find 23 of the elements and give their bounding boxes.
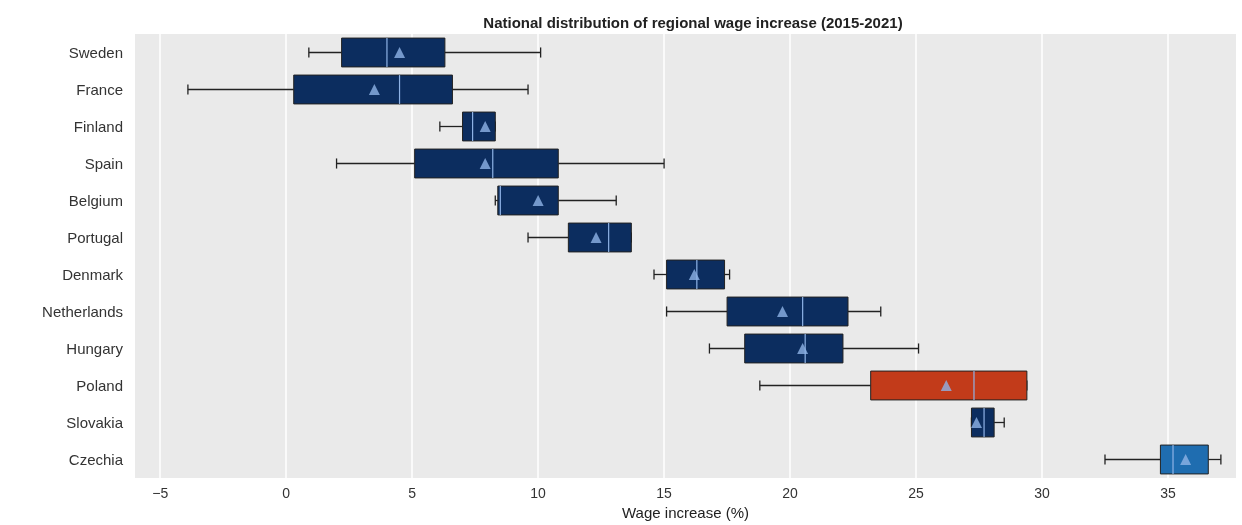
x-tick-label: 25 bbox=[908, 485, 925, 501]
y-tick-label: Poland bbox=[76, 377, 123, 394]
x-axis-title: Wage increase (%) bbox=[622, 503, 749, 521]
y-tick-label: Hungary bbox=[66, 340, 124, 357]
y-tick-label: Sweden bbox=[68, 44, 123, 61]
y-tick-label: Portugal bbox=[67, 229, 123, 246]
x-tick-label: −5 bbox=[152, 485, 169, 501]
y-tick-label: Spain bbox=[84, 155, 123, 172]
x-tick-label: 15 bbox=[656, 485, 673, 501]
x-tick-label: 10 bbox=[530, 485, 547, 501]
y-tick-label: Finland bbox=[73, 118, 123, 135]
x-tick-label: 20 bbox=[782, 485, 799, 501]
chart-title: National distribution of regional wage increase (2015-2021) bbox=[483, 14, 903, 31]
x-tick-label: 0 bbox=[282, 485, 291, 501]
y-tick-label: Czechia bbox=[68, 451, 124, 468]
x-tick-label: 5 bbox=[408, 485, 417, 501]
y-tick-label: Belgium bbox=[68, 192, 123, 209]
y-tick-label: France bbox=[76, 81, 123, 98]
x-tick-label: 35 bbox=[1160, 485, 1176, 501]
y-tick-label: Slovakia bbox=[66, 414, 124, 431]
y-tick-label: Netherlands bbox=[42, 303, 123, 320]
y-tick-label: Denmark bbox=[62, 266, 124, 283]
x-tick-label: 30 bbox=[1034, 485, 1050, 501]
